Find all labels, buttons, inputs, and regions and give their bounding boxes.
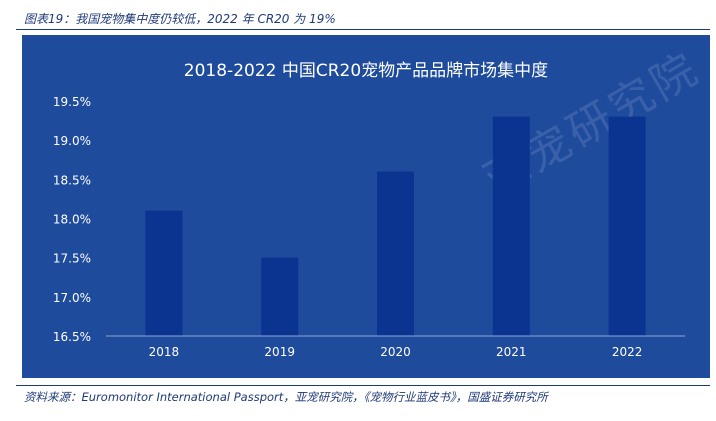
bar-2019 xyxy=(261,257,299,336)
chart-title: 2018-2022 中国CR20宠物产品品牌市场集中度 xyxy=(183,61,549,81)
figure-caption: 图表19：我国宠物集中度仍较低，2022 年 CR20 为 19% xyxy=(24,12,336,26)
y-tick-label: 17.0% xyxy=(53,291,91,305)
bar-2020 xyxy=(377,171,414,336)
source-note: 资料来源：Euromonitor International Passport，… xyxy=(24,390,548,404)
y-tick-label: 19.5% xyxy=(53,95,91,109)
x-tick-label: 2019 xyxy=(264,345,295,359)
caption-rule xyxy=(16,29,710,30)
x-tick-label: 2021 xyxy=(496,345,527,359)
x-tick-label: 2020 xyxy=(380,345,411,359)
y-tick-label: 18.0% xyxy=(53,213,91,227)
y-tick-label: 16.5% xyxy=(53,330,91,344)
x-tick-label: 2018 xyxy=(149,345,180,359)
bar-2022 xyxy=(608,116,646,337)
chart-panel: 2018-2022 中国CR20宠物产品品牌市场集中度 亚宠研究院 19.5% 1… xyxy=(22,35,710,378)
x-tick-label: 2022 xyxy=(612,345,643,359)
y-tick-label: 17.5% xyxy=(53,252,91,266)
bar-chart: 19.5% 19.0% 18.5% 18.0% 17.5% 17.0% 16.5% 2018 2… xyxy=(53,95,685,359)
source-rule xyxy=(16,385,710,386)
bar-2021 xyxy=(492,116,530,337)
y-tick-label: 19.0% xyxy=(53,134,91,148)
bar-2018 xyxy=(145,210,183,336)
y-tick-label: 18.5% xyxy=(53,173,91,187)
